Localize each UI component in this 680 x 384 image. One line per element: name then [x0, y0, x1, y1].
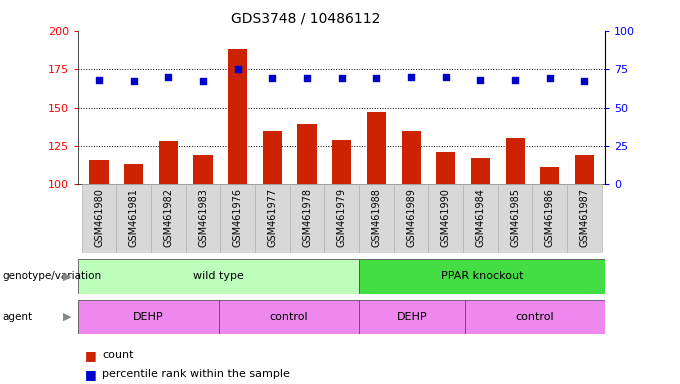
Bar: [359, 300, 464, 334]
Point: [163, 74, 174, 80]
Point: [267, 75, 278, 81]
Text: DEHP: DEHP: [133, 312, 164, 322]
Text: GSM461988: GSM461988: [371, 188, 381, 247]
Bar: [194, 155, 213, 184]
Bar: [228, 49, 248, 184]
Bar: [567, 184, 602, 253]
Point: [336, 75, 347, 81]
Bar: [263, 131, 282, 184]
Bar: [219, 300, 359, 334]
Bar: [505, 138, 524, 184]
Bar: [159, 141, 178, 184]
Bar: [90, 160, 109, 184]
Bar: [498, 184, 532, 253]
Bar: [116, 184, 151, 253]
Point: [544, 75, 555, 81]
Text: GSM461982: GSM461982: [163, 188, 173, 247]
Text: GSM461984: GSM461984: [475, 188, 486, 247]
Bar: [124, 164, 143, 184]
Bar: [464, 300, 605, 334]
Bar: [78, 259, 359, 294]
Point: [233, 66, 243, 72]
Point: [129, 78, 139, 84]
Text: percentile rank within the sample: percentile rank within the sample: [102, 369, 290, 379]
Text: wild type: wild type: [193, 271, 244, 281]
Bar: [401, 131, 420, 184]
Text: control: control: [515, 312, 554, 322]
Text: GSM461979: GSM461979: [337, 188, 347, 247]
Bar: [151, 184, 186, 253]
Point: [198, 78, 209, 84]
Point: [440, 74, 451, 80]
Point: [371, 75, 381, 81]
Text: GSM461987: GSM461987: [579, 188, 590, 247]
Text: GSM461983: GSM461983: [198, 188, 208, 247]
Bar: [78, 300, 219, 334]
Point: [405, 74, 416, 80]
Bar: [428, 184, 463, 253]
Bar: [532, 184, 567, 253]
Point: [475, 77, 486, 83]
Bar: [255, 184, 290, 253]
Text: DEHP: DEHP: [396, 312, 427, 322]
Text: GSM461977: GSM461977: [267, 188, 277, 247]
Bar: [324, 184, 359, 253]
Bar: [436, 152, 455, 184]
Bar: [575, 155, 594, 184]
Bar: [367, 112, 386, 184]
Text: GSM461989: GSM461989: [406, 188, 416, 247]
Bar: [220, 184, 255, 253]
Text: GSM461980: GSM461980: [94, 188, 104, 247]
Text: ▶: ▶: [63, 271, 71, 281]
Text: PPAR knockout: PPAR knockout: [441, 271, 524, 281]
Bar: [359, 184, 394, 253]
Text: GSM461990: GSM461990: [441, 188, 451, 247]
Point: [509, 77, 520, 83]
Text: GDS3748 / 10486112: GDS3748 / 10486112: [231, 12, 381, 25]
Text: agent: agent: [2, 312, 32, 322]
Bar: [471, 158, 490, 184]
Text: GSM461986: GSM461986: [545, 188, 555, 247]
Text: GSM461981: GSM461981: [129, 188, 139, 247]
Text: ■: ■: [85, 368, 101, 381]
Text: ▶: ▶: [63, 312, 71, 322]
Text: control: control: [270, 312, 308, 322]
Bar: [359, 259, 605, 294]
Bar: [394, 184, 428, 253]
Text: genotype/variation: genotype/variation: [2, 271, 101, 281]
Text: count: count: [102, 350, 133, 360]
Point: [579, 78, 590, 84]
Text: GSM461976: GSM461976: [233, 188, 243, 247]
Bar: [186, 184, 220, 253]
Text: ■: ■: [85, 349, 101, 362]
Bar: [290, 184, 324, 253]
Bar: [540, 167, 559, 184]
Text: GSM461978: GSM461978: [302, 188, 312, 247]
Text: GSM461985: GSM461985: [510, 188, 520, 247]
Point: [302, 75, 313, 81]
Bar: [463, 184, 498, 253]
Bar: [297, 124, 317, 184]
Bar: [332, 140, 352, 184]
Bar: [82, 184, 116, 253]
Point: [94, 77, 105, 83]
